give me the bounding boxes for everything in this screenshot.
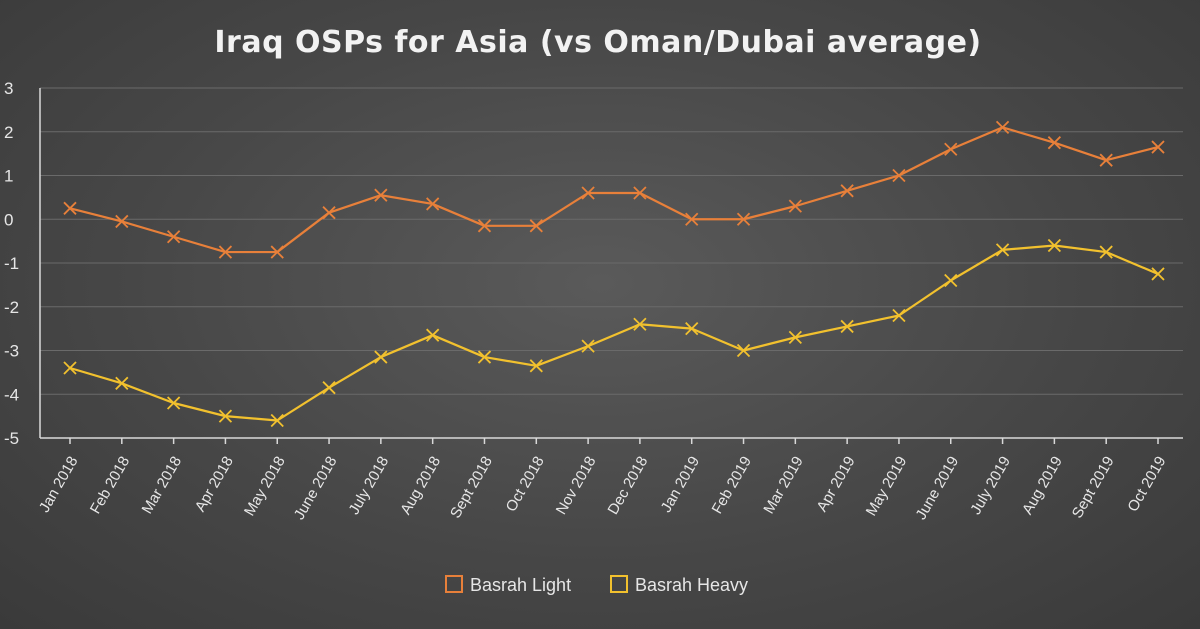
x-tick-label: Mar 2019 [760, 454, 806, 517]
data-point-marker [1151, 140, 1165, 154]
data-point-marker [63, 201, 77, 215]
x-tick-label: Aug 2018 [397, 454, 444, 518]
data-point-marker [322, 381, 336, 395]
y-tick-label: 1 [4, 167, 13, 186]
legend-swatch [610, 575, 628, 593]
series-basrah-heavy [63, 238, 1165, 428]
x-tick-label: Sept 2018 [447, 454, 496, 522]
data-point-marker [840, 184, 854, 198]
x-tick-label: Feb 2019 [709, 454, 755, 517]
x-tick-label: Sept 2019 [1069, 454, 1118, 522]
x-tick-label: Dec 2018 [605, 454, 652, 518]
y-tick-label: -1 [4, 254, 19, 273]
legend-swatch [445, 575, 463, 593]
y-tick-label: -4 [4, 385, 19, 404]
data-point-marker [633, 317, 647, 331]
data-point-marker [944, 142, 958, 156]
data-point-marker [529, 359, 543, 373]
y-tick-label: 0 [4, 210, 13, 229]
data-point-marker [788, 199, 802, 213]
data-point-marker [944, 273, 958, 288]
data-point-marker [218, 245, 233, 259]
y-tick-label: -2 [4, 298, 19, 317]
data-point-marker [374, 188, 388, 202]
y-tick-label: -5 [4, 429, 19, 448]
x-tick-label: Apr 2019 [813, 454, 858, 515]
x-tick-label: May 2019 [863, 454, 911, 520]
x-axis-tick-labels: Jan 2018 Feb 2018 Mar 2018 Apr 2018 May 2018… [36, 438, 1169, 523]
series-layer [63, 120, 1165, 428]
data-point-marker [685, 212, 699, 226]
data-point-marker [892, 308, 906, 323]
x-tick-label: July 2018 [345, 454, 392, 518]
series-basrah-light [63, 120, 1165, 259]
data-point-marker [685, 321, 699, 336]
data-point-marker [426, 197, 440, 211]
chart-title: Iraq OSPs for Asia (vs Oman/Dubai averag… [214, 25, 981, 60]
data-point-marker [1151, 267, 1165, 281]
series-line [69, 126, 1159, 254]
data-point-marker [374, 350, 388, 364]
data-point-marker [166, 230, 181, 244]
data-point-marker [477, 219, 492, 233]
y-tick-label: 3 [4, 79, 13, 98]
data-point-marker [218, 409, 233, 423]
x-tick-label: May 2018 [241, 454, 289, 520]
x-tick-label: Jan 2019 [658, 454, 704, 516]
data-point-marker [633, 186, 647, 200]
data-point-marker [788, 330, 802, 345]
data-point-marker [63, 361, 77, 375]
data-point-marker [322, 206, 336, 220]
data-point-marker [1099, 245, 1113, 259]
y-axis-tick-labels: 3 2 1 0 -1 -2 -3 -4 -5 [4, 79, 19, 448]
x-tick-label: Mar 2018 [139, 454, 185, 517]
data-point-marker [529, 219, 543, 233]
data-point-marker [1047, 136, 1062, 150]
x-tick-label: June 2018 [291, 454, 341, 523]
legend-label: Basrah Light [470, 575, 571, 595]
x-tick-label: Oct 2019 [1124, 454, 1169, 515]
x-tick-label: July 2019 [967, 454, 1014, 518]
data-point-marker [270, 245, 284, 259]
data-point-marker [840, 319, 854, 334]
data-point-marker [995, 120, 1010, 135]
x-tick-label: Jan 2018 [36, 454, 82, 516]
y-tick-label: -3 [4, 342, 19, 361]
data-point-marker [426, 328, 440, 342]
x-tick-label: June 2019 [912, 454, 962, 523]
data-point-marker [1047, 238, 1062, 253]
x-tick-label: Feb 2018 [87, 454, 133, 517]
data-point-marker [581, 339, 595, 353]
data-point-marker [736, 212, 751, 226]
data-point-marker [1099, 153, 1113, 167]
x-tick-label: Oct 2018 [503, 454, 548, 515]
x-tick-label: Nov 2018 [553, 454, 600, 518]
legend-label: Basrah Heavy [635, 575, 748, 595]
legend-item: Basrah Heavy [610, 575, 748, 595]
series-line [69, 244, 1159, 422]
y-tick-label: 2 [4, 123, 13, 142]
data-point-marker [995, 243, 1010, 257]
data-point-marker [892, 168, 906, 183]
legend-item: Basrah Light [445, 575, 571, 595]
legend: Basrah Light Basrah Heavy [445, 575, 748, 595]
data-point-marker [115, 376, 129, 390]
x-tick-label: Aug 2019 [1019, 454, 1066, 518]
data-point-marker [581, 186, 595, 200]
data-point-marker [166, 396, 181, 410]
gridlines [39, 87, 1183, 439]
data-point-marker [270, 413, 284, 428]
data-point-marker [115, 214, 129, 229]
x-tick-label: Apr 2018 [192, 454, 237, 515]
data-point-marker [736, 343, 751, 358]
data-point-marker [477, 350, 492, 364]
